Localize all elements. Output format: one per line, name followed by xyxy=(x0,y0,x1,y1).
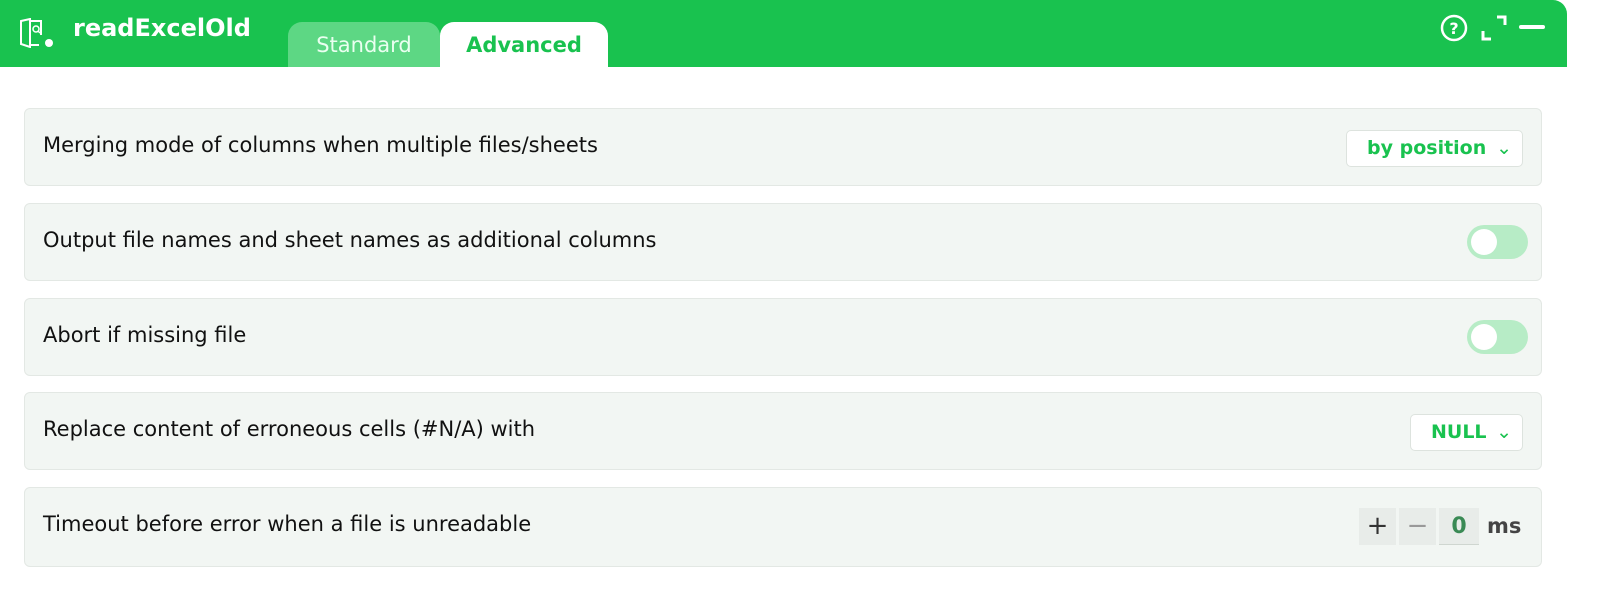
tab-advanced[interactable]: Advanced xyxy=(440,22,608,67)
tab-standard[interactable]: Standard xyxy=(288,22,440,67)
setting-merging-mode: Merging mode of columns when multiple fi… xyxy=(24,108,1542,186)
expand-icon[interactable] xyxy=(1480,14,1508,42)
setting-label: Output file names and sheet names as add… xyxy=(43,228,657,252)
setting-label: Timeout before error when a file is unre… xyxy=(43,512,532,536)
timeout-value-input[interactable]: 0 xyxy=(1439,508,1479,545)
replace-erroneous-select[interactable]: NULL ⌄ xyxy=(1410,414,1523,451)
setting-label: Replace content of erroneous cells (#N/A… xyxy=(43,417,536,441)
minimize-icon[interactable] xyxy=(1519,24,1547,32)
select-value: by position xyxy=(1367,137,1487,159)
header-bar: readExcelOld Standard Advanced ? xyxy=(0,0,1567,67)
setting-timeout: Timeout before error when a file is unre… xyxy=(24,487,1542,567)
abort-missing-toggle[interactable] xyxy=(1467,320,1528,354)
svg-text:?: ? xyxy=(1449,19,1458,38)
app-title: readExcelOld xyxy=(73,14,251,42)
setting-label: Merging mode of columns when multiple fi… xyxy=(43,133,598,157)
output-file-names-toggle[interactable] xyxy=(1467,225,1528,259)
help-icon[interactable]: ? xyxy=(1439,14,1469,44)
increment-button[interactable]: + xyxy=(1359,508,1396,545)
decrement-button[interactable]: − xyxy=(1399,508,1436,545)
merging-mode-select[interactable]: by position ⌄ xyxy=(1346,130,1523,167)
file-search-icon xyxy=(20,18,53,48)
select-value: NULL xyxy=(1431,421,1487,443)
setting-abort-missing: Abort if missing file xyxy=(24,298,1542,376)
chevron-down-icon: ⌄ xyxy=(1496,421,1512,443)
setting-label: Abort if missing file xyxy=(43,323,247,347)
setting-output-file-names: Output file names and sheet names as add… xyxy=(24,203,1542,281)
setting-replace-erroneous: Replace content of erroneous cells (#N/A… xyxy=(24,392,1542,470)
unit-label: ms xyxy=(1487,514,1522,538)
chevron-down-icon: ⌄ xyxy=(1496,137,1512,159)
